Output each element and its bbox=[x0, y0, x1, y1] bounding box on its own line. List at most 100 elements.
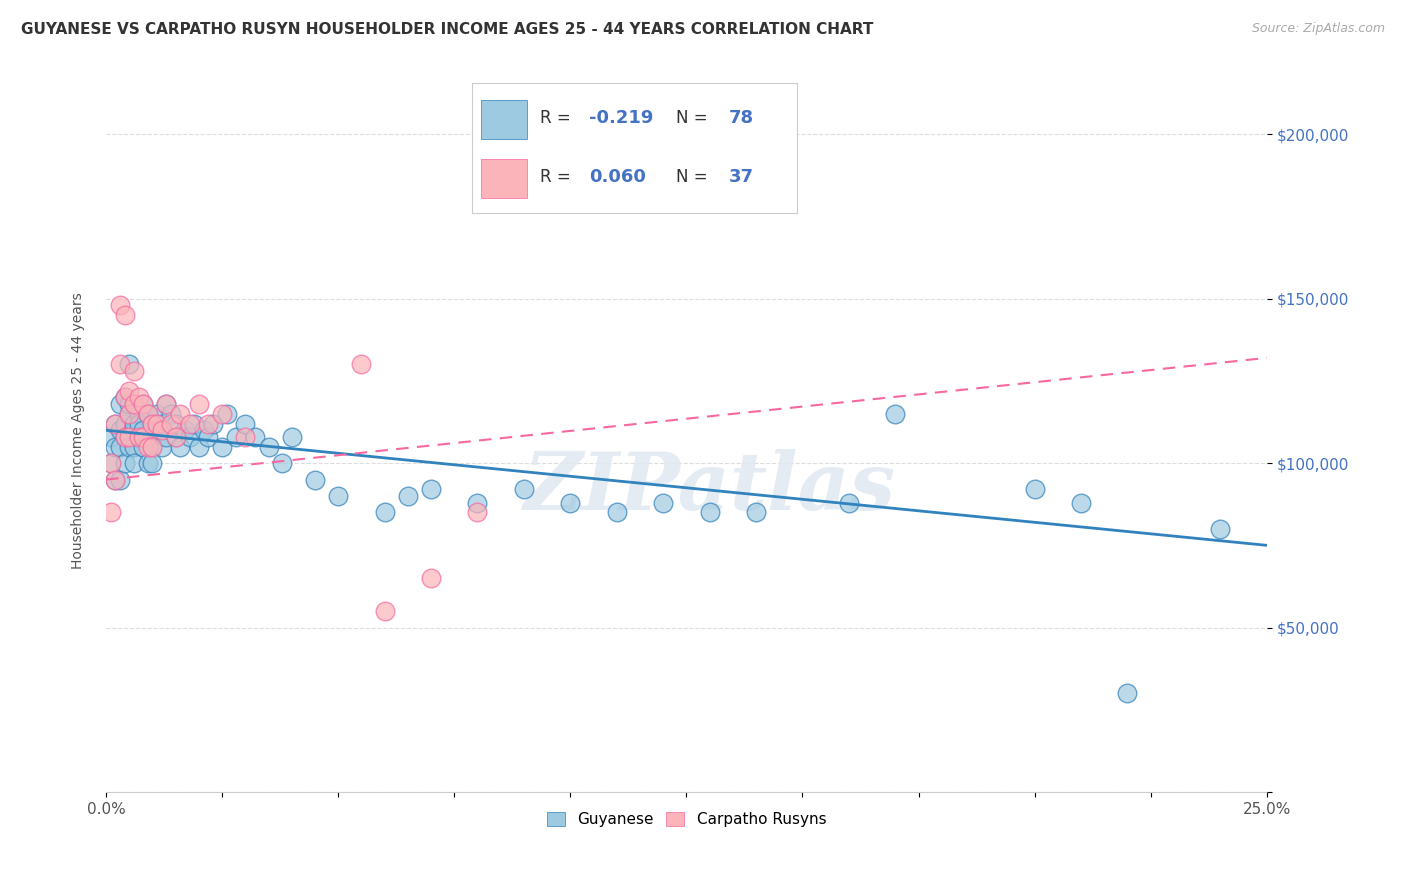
Point bbox=[169, 440, 191, 454]
Point bbox=[108, 358, 131, 372]
Point bbox=[132, 397, 155, 411]
Point bbox=[179, 430, 201, 444]
Point bbox=[467, 495, 489, 509]
Point bbox=[160, 407, 183, 421]
Point bbox=[235, 430, 257, 444]
Point bbox=[108, 440, 131, 454]
Point bbox=[606, 505, 628, 519]
Point bbox=[100, 456, 122, 470]
Point bbox=[108, 473, 131, 487]
Point bbox=[114, 390, 136, 404]
Point bbox=[197, 417, 219, 431]
Point bbox=[187, 440, 209, 454]
Point bbox=[122, 364, 145, 378]
Point bbox=[165, 430, 187, 444]
Point bbox=[304, 473, 326, 487]
Point bbox=[328, 489, 350, 503]
Point bbox=[132, 397, 155, 411]
Point bbox=[374, 604, 396, 618]
Point bbox=[150, 423, 173, 437]
Point bbox=[118, 407, 141, 421]
Point bbox=[118, 440, 141, 454]
Point bbox=[420, 483, 443, 497]
Point bbox=[257, 440, 280, 454]
Text: GUYANESE VS CARPATHO RUSYN HOUSEHOLDER INCOME AGES 25 - 44 YEARS CORRELATION CHA: GUYANESE VS CARPATHO RUSYN HOUSEHOLDER I… bbox=[21, 22, 873, 37]
Point bbox=[114, 430, 136, 444]
Point bbox=[122, 440, 145, 454]
Point bbox=[174, 423, 197, 437]
Point bbox=[197, 430, 219, 444]
Point bbox=[132, 423, 155, 437]
Point bbox=[243, 430, 266, 444]
Point bbox=[128, 430, 150, 444]
Point bbox=[128, 407, 150, 421]
Point bbox=[699, 505, 721, 519]
Point bbox=[122, 397, 145, 411]
Point bbox=[132, 430, 155, 444]
Point bbox=[136, 407, 159, 421]
Point bbox=[215, 407, 238, 421]
Point bbox=[146, 407, 169, 421]
Point bbox=[183, 417, 205, 431]
Point bbox=[104, 473, 127, 487]
Point bbox=[128, 417, 150, 431]
Point bbox=[118, 358, 141, 372]
Point bbox=[155, 397, 177, 411]
Point bbox=[1070, 495, 1092, 509]
Point bbox=[1024, 483, 1046, 497]
Point bbox=[141, 430, 163, 444]
Point bbox=[838, 495, 860, 509]
Point bbox=[136, 407, 159, 421]
Point bbox=[104, 440, 127, 454]
Point bbox=[169, 407, 191, 421]
Point bbox=[114, 308, 136, 322]
Point bbox=[114, 390, 136, 404]
Legend: Guyanese, Carpatho Rusyns: Guyanese, Carpatho Rusyns bbox=[538, 805, 834, 835]
Point bbox=[108, 298, 131, 312]
Point bbox=[100, 430, 122, 444]
Point bbox=[374, 505, 396, 519]
Point bbox=[281, 430, 304, 444]
Point bbox=[122, 456, 145, 470]
Point bbox=[118, 397, 141, 411]
Point bbox=[104, 417, 127, 431]
Point bbox=[513, 483, 536, 497]
Point bbox=[201, 417, 224, 431]
Point bbox=[350, 358, 373, 372]
Point bbox=[141, 440, 163, 454]
Point bbox=[141, 440, 163, 454]
Text: Source: ZipAtlas.com: Source: ZipAtlas.com bbox=[1251, 22, 1385, 36]
Point bbox=[132, 440, 155, 454]
Point bbox=[1116, 686, 1139, 700]
Point bbox=[179, 417, 201, 431]
Point bbox=[745, 505, 768, 519]
Point bbox=[884, 407, 907, 421]
Point bbox=[396, 489, 419, 503]
Point bbox=[150, 417, 173, 431]
Point bbox=[146, 417, 169, 431]
Point bbox=[225, 430, 247, 444]
Point bbox=[100, 505, 122, 519]
Point bbox=[118, 384, 141, 398]
Point bbox=[271, 456, 294, 470]
Point bbox=[165, 417, 187, 431]
Point bbox=[136, 430, 159, 444]
Point bbox=[155, 430, 177, 444]
Point bbox=[160, 417, 183, 431]
Point bbox=[104, 417, 127, 431]
Point bbox=[118, 430, 141, 444]
Point bbox=[108, 423, 131, 437]
Point bbox=[560, 495, 582, 509]
Point bbox=[114, 417, 136, 431]
Point bbox=[467, 505, 489, 519]
Point bbox=[141, 456, 163, 470]
Point bbox=[150, 440, 173, 454]
Point bbox=[652, 495, 675, 509]
Point bbox=[136, 456, 159, 470]
Point bbox=[193, 423, 215, 437]
Point bbox=[122, 397, 145, 411]
Point bbox=[136, 440, 159, 454]
Point bbox=[420, 571, 443, 585]
Point bbox=[122, 423, 145, 437]
Point bbox=[211, 407, 233, 421]
